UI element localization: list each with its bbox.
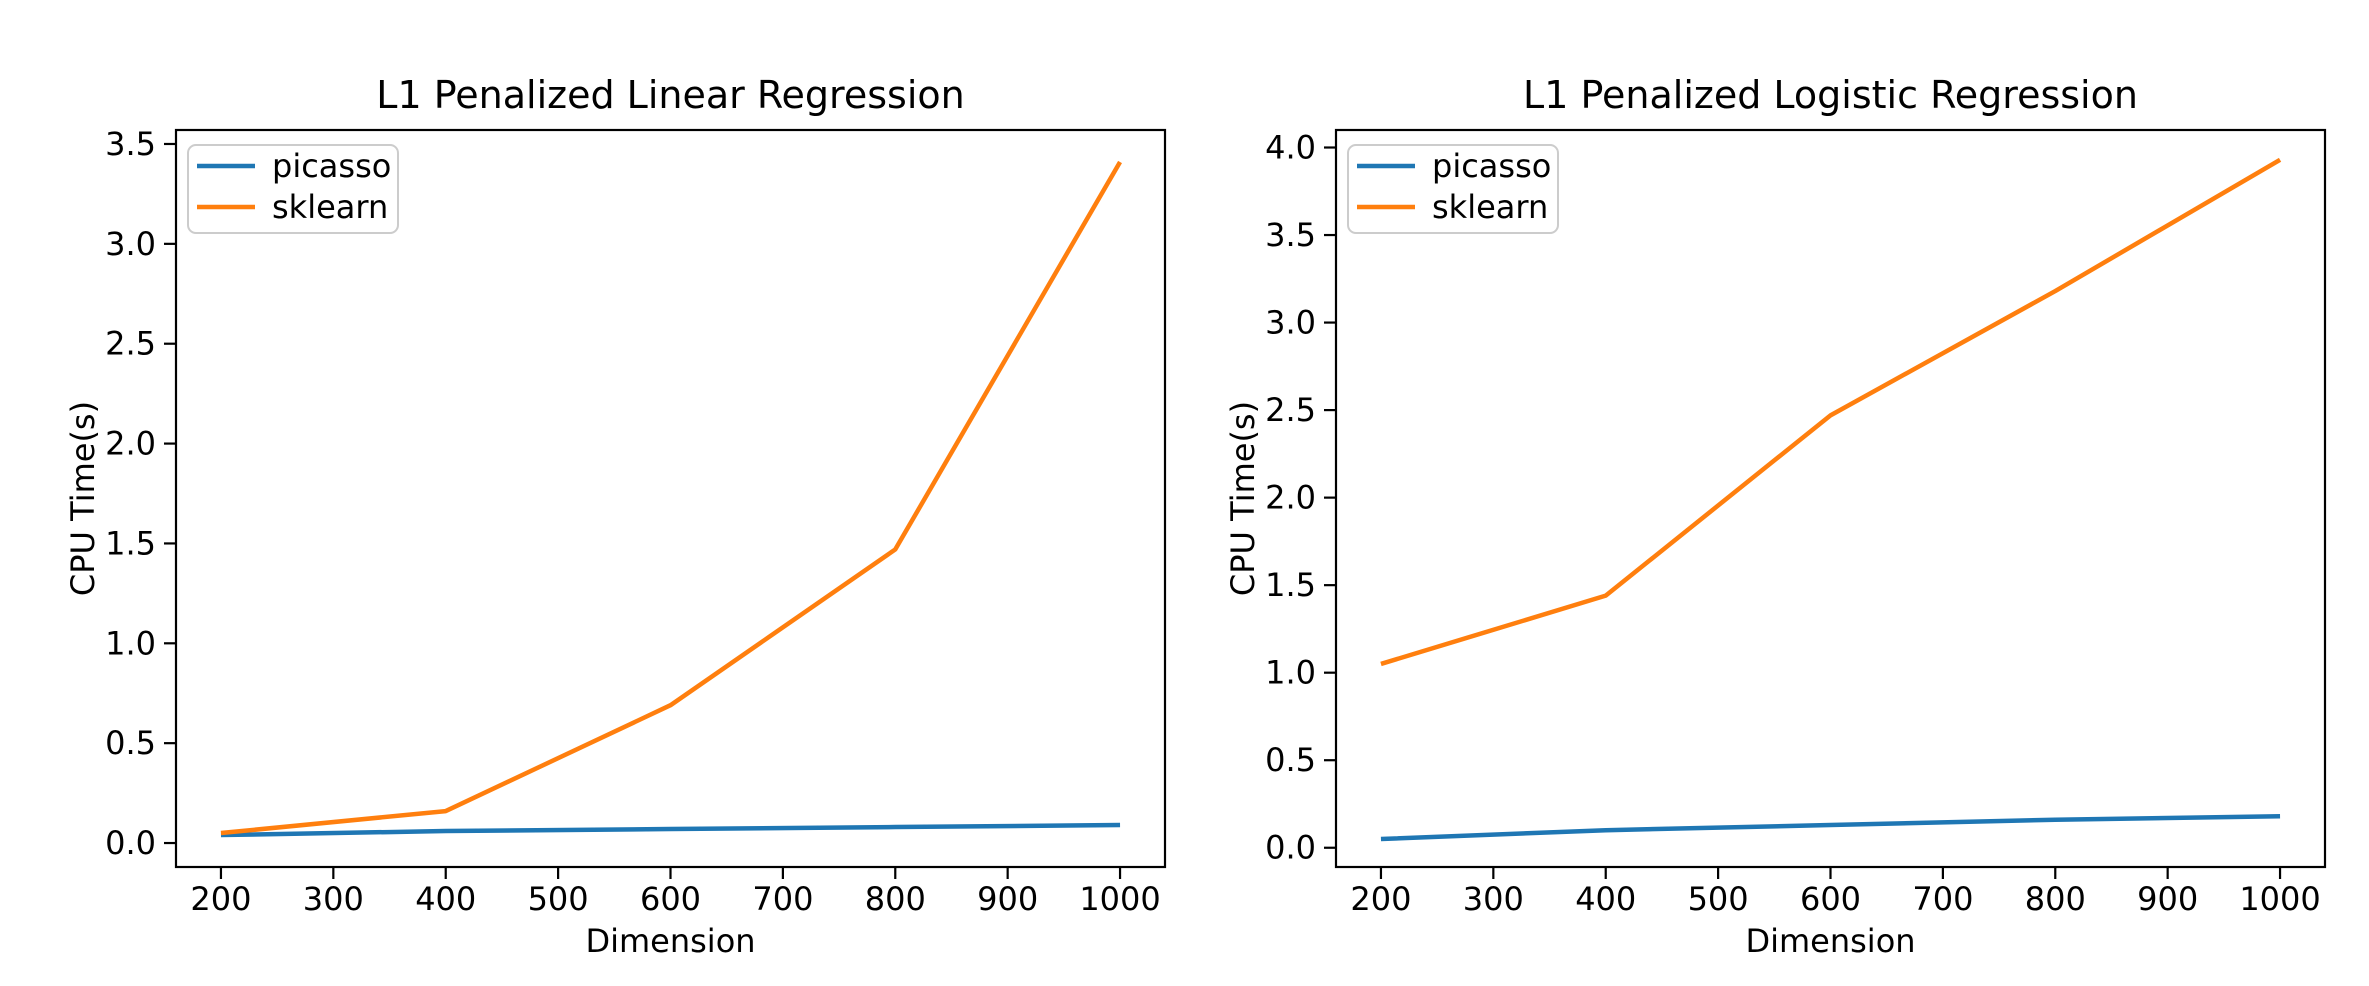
chart-logistic-regression: L1 Penalized Logistic Regression Dimensio… bbox=[1224, 73, 2327, 960]
chart-title: L1 Penalized Logistic Regression bbox=[1523, 73, 2138, 117]
y-tick-label: 0.5 bbox=[1265, 741, 1316, 779]
chart-linear-regression: L1 Penalized Linear Regression Dimension C… bbox=[64, 73, 1167, 960]
x-tick-label: 1000 bbox=[2239, 880, 2320, 918]
y-tick-label: 3.0 bbox=[105, 225, 156, 263]
x-tick-label: 400 bbox=[1575, 880, 1636, 918]
y-tick-label: 3.5 bbox=[1265, 216, 1316, 254]
x-tick-label: 400 bbox=[415, 880, 476, 918]
legend-label-picasso: picasso bbox=[272, 147, 391, 185]
series-line-sklearn bbox=[1380, 157, 2282, 667]
y-tick-label: 1.0 bbox=[105, 624, 156, 662]
plot-frame bbox=[1334, 128, 2327, 869]
y-axis-ticks: 0.0 0.5 1.0 1.5 2.0 2.5 3.0 3.5 bbox=[105, 125, 176, 862]
series-line-picasso bbox=[1380, 813, 2281, 842]
x-tick-label: 600 bbox=[1800, 880, 1861, 918]
series-line-picasso bbox=[220, 822, 1121, 838]
x-tick-label: 800 bbox=[2025, 880, 2086, 918]
y-tick-label: 2.0 bbox=[1265, 479, 1316, 517]
y-axis-label: CPU Time(s) bbox=[64, 401, 102, 596]
x-tick-label: 900 bbox=[977, 880, 1038, 918]
plot-frame bbox=[174, 128, 1167, 869]
legend-label-sklearn: sklearn bbox=[272, 188, 388, 226]
x-tick-label: 200 bbox=[1350, 880, 1411, 918]
x-tick-label: 500 bbox=[1688, 880, 1749, 918]
y-tick-label: 1.5 bbox=[1265, 566, 1316, 604]
x-tick-label: 700 bbox=[1912, 880, 1973, 918]
x-axis-ticks: 200 300 400 500 600 700 800 900 1000 bbox=[1350, 867, 2321, 918]
legend-label-sklearn: sklearn bbox=[1432, 188, 1548, 226]
y-tick-label: 2.0 bbox=[105, 425, 156, 463]
y-tick-label: 1.0 bbox=[1265, 654, 1316, 692]
x-tick-label: 1000 bbox=[1079, 880, 1160, 918]
x-tick-label: 800 bbox=[865, 880, 926, 918]
y-tick-label: 3.0 bbox=[1265, 304, 1316, 342]
y-tick-label: 2.5 bbox=[105, 325, 156, 363]
x-tick-label: 300 bbox=[303, 880, 364, 918]
y-tick-label: 3.5 bbox=[105, 125, 156, 163]
series-line-sklearn bbox=[220, 160, 1122, 836]
y-tick-label: 0.0 bbox=[1265, 829, 1316, 867]
x-tick-label: 200 bbox=[190, 880, 251, 918]
y-axis-label: CPU Time(s) bbox=[1224, 401, 1262, 596]
x-axis-label: Dimension bbox=[585, 922, 755, 960]
y-tick-label: 1.5 bbox=[105, 524, 156, 562]
y-tick-label: 2.5 bbox=[1265, 391, 1316, 429]
y-tick-label: 0.5 bbox=[105, 724, 156, 762]
x-tick-label: 600 bbox=[640, 880, 701, 918]
chart-title: L1 Penalized Linear Regression bbox=[376, 73, 964, 117]
legend-label-picasso: picasso bbox=[1432, 147, 1551, 185]
y-tick-label: 0.0 bbox=[105, 824, 156, 862]
y-tick-label: 4.0 bbox=[1265, 129, 1316, 167]
x-axis-label: Dimension bbox=[1745, 922, 1915, 960]
x-tick-label: 900 bbox=[2137, 880, 2198, 918]
x-axis-ticks: 200 300 400 500 600 700 800 900 1000 bbox=[190, 867, 1161, 918]
y-axis-ticks: 0.0 0.5 1.0 1.5 2.0 2.5 3.0 3.5 4.0 bbox=[1265, 129, 1336, 867]
x-tick-label: 500 bbox=[528, 880, 589, 918]
x-tick-label: 300 bbox=[1463, 880, 1524, 918]
x-tick-label: 700 bbox=[752, 880, 813, 918]
